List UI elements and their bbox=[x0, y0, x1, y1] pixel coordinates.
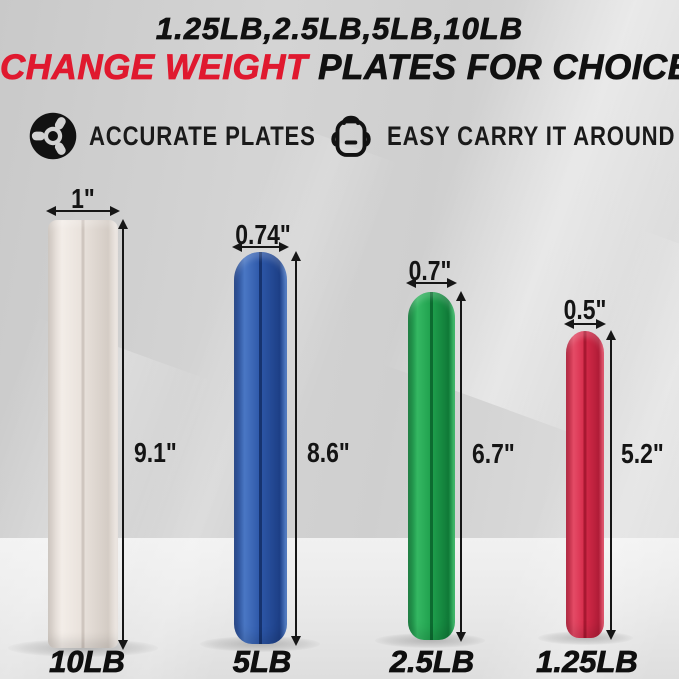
width-dimension-label: 1" bbox=[71, 183, 95, 214]
width-dimension-arrow bbox=[232, 242, 289, 252]
plate-graphic-1-25lb bbox=[566, 331, 604, 638]
height-dimension-label: 8.6" bbox=[307, 437, 350, 468]
height-dimension-label: 5.2" bbox=[621, 438, 664, 469]
weight-label: 10LB bbox=[49, 644, 126, 679]
weight-plate-icon-svg bbox=[29, 112, 77, 160]
width-dimension-arrow bbox=[46, 206, 120, 216]
width-dimension-arrow bbox=[564, 319, 606, 329]
feature-label: EASY CARRY IT AROUND bbox=[387, 120, 676, 151]
title-tagline-line: CHANGE WEIGHT PLATES FOR CHOICE bbox=[0, 48, 679, 88]
height-dimension-label: 9.1" bbox=[134, 437, 177, 468]
plate-graphic-5lb bbox=[234, 252, 287, 644]
title-tagline-red: CHANGE WEIGHT bbox=[0, 48, 308, 88]
plate-graphic-2-5lb bbox=[408, 292, 455, 640]
height-dimension-label: 6.7" bbox=[472, 438, 515, 469]
weight-label: 2.5LB bbox=[389, 644, 475, 679]
feature-easy-carry: EASY CARRY IT AROUND bbox=[325, 108, 679, 164]
weight-plate-icon bbox=[27, 110, 79, 162]
height-dimension-arrow bbox=[456, 291, 466, 642]
height-dimension-arrow bbox=[118, 219, 128, 650]
plate-graphic-10lb bbox=[48, 220, 118, 648]
width-dimension-label: 0.5" bbox=[563, 294, 607, 325]
backpack-icon-svg bbox=[331, 115, 371, 157]
title-weights-line: 1.25LB,2.5LB,5LB,10LB bbox=[155, 11, 524, 47]
width-dimension-arrow bbox=[406, 278, 457, 288]
backpack-icon bbox=[325, 110, 377, 162]
title-tagline-black: PLATES FOR CHOICE bbox=[307, 48, 679, 88]
plate-shadow bbox=[200, 636, 320, 652]
weight-label: 5LB bbox=[232, 644, 292, 679]
height-dimension-arrow bbox=[606, 330, 616, 640]
feature-accurate-plates: ACCURATE PLATES bbox=[27, 108, 366, 164]
height-dimension-arrow bbox=[291, 251, 301, 646]
weight-label: 1.25LB bbox=[536, 644, 638, 679]
feature-label: ACCURATE PLATES bbox=[89, 120, 316, 151]
